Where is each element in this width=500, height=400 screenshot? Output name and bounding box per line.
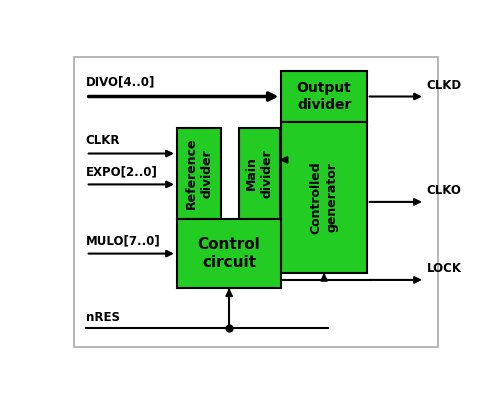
- Text: MULO[7..0]: MULO[7..0]: [86, 234, 160, 248]
- Text: CLKD: CLKD: [427, 79, 462, 92]
- Text: CLKR: CLKR: [86, 134, 120, 147]
- Bar: [239, 128, 280, 219]
- Text: Controlled
generator: Controlled generator: [310, 161, 338, 234]
- Bar: [282, 122, 366, 273]
- Text: Reference
divider: Reference divider: [184, 138, 214, 209]
- Bar: [177, 219, 282, 288]
- Bar: [177, 128, 222, 219]
- Text: Output
divider: Output divider: [296, 81, 352, 112]
- Bar: [282, 71, 366, 122]
- Text: nRES: nRES: [86, 311, 120, 324]
- Text: Control
circuit: Control circuit: [198, 237, 260, 270]
- Text: LOCK: LOCK: [427, 262, 462, 275]
- Text: CLKO: CLKO: [427, 184, 462, 197]
- Text: DIVO[4..0]: DIVO[4..0]: [86, 76, 155, 89]
- Text: Main
divider: Main divider: [244, 149, 274, 198]
- Text: EXPO[2..0]: EXPO[2..0]: [86, 165, 158, 178]
